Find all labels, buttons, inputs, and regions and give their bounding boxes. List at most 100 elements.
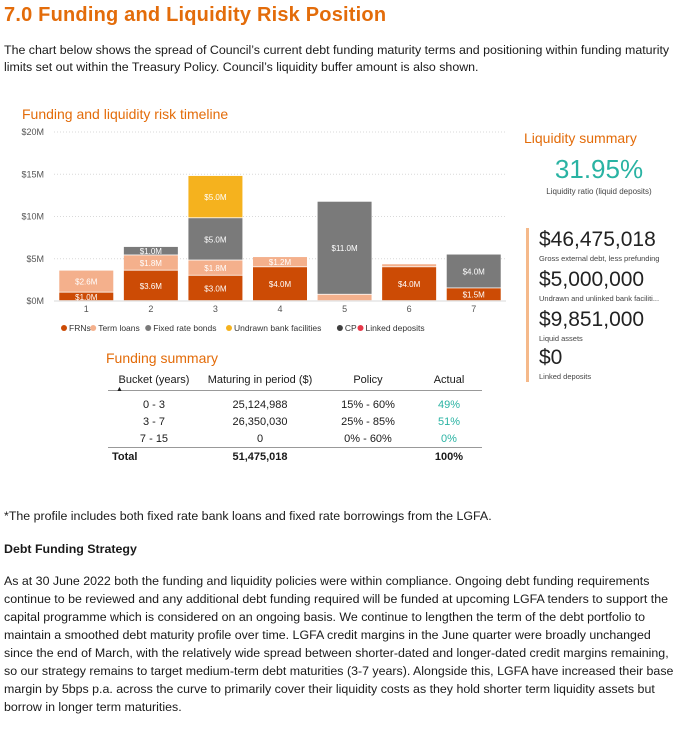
actual-cell: 0% <box>441 432 457 445</box>
bar-segment <box>253 257 307 267</box>
total-label: Total <box>108 447 200 465</box>
chart-title: Funding and liquidity risk timeline <box>22 106 229 122</box>
strategy-heading: Debt Funding Strategy <box>4 542 137 556</box>
undrawn-facilities-label: Undrawn and unlinked bank faciliti... <box>539 294 660 303</box>
bar-segment <box>446 288 501 301</box>
liquidity-figures: $46,475,018 Gross external debt, less pr… <box>526 228 679 382</box>
funding-summary-title: Funding summary <box>106 350 219 366</box>
bar-data-label: $11.0M <box>332 244 358 253</box>
legend-label: FRNs <box>69 323 91 333</box>
policy-cell: 15% - 60% <box>341 398 395 411</box>
total-policy <box>320 447 416 465</box>
bar-segment <box>188 260 243 275</box>
gross-debt-value: $46,475,018 <box>539 228 656 251</box>
policy-cell: 25% - 85% <box>341 415 395 428</box>
table-row: 3 - 7 26,350,030 25% - 85% 51% <box>108 413 482 430</box>
total-actual: 100% <box>416 447 482 465</box>
bar-data-label: $2.6M <box>75 278 98 287</box>
bar-segment <box>123 255 178 270</box>
liquidity-ratio-label: Liquidity ratio (liquid deposits) <box>546 187 652 196</box>
bar-segment <box>188 218 243 260</box>
header-maturing: Maturing in period ($) <box>200 370 320 391</box>
bar-data-label: $4.0M <box>398 280 421 289</box>
x-tick-label: 4 <box>277 304 282 314</box>
bar-segment <box>123 246 178 255</box>
table-row: 0 - 3 25,124,988 15% - 60% 49% <box>108 391 482 414</box>
undrawn-facilities-value: $5,000,000 <box>539 268 645 291</box>
y-tick-label: $10M <box>21 212 44 222</box>
liquid-assets-label: Liquid assets <box>539 334 583 343</box>
liquidity-summary-title: Liquidity summary <box>524 130 637 146</box>
bar-segment <box>382 267 437 301</box>
bar-data-label: $3.6M <box>140 282 163 291</box>
sort-up-icon[interactable]: ▲ <box>116 386 123 393</box>
legend-marker <box>226 325 232 331</box>
bar-data-label: $1.5M <box>463 291 486 300</box>
bucket-cell: 3 - 7 <box>142 415 165 428</box>
bar-segment <box>188 175 243 218</box>
liquid-assets-value: $9,851,000 <box>539 308 645 331</box>
legend-label: Term loans <box>98 323 140 333</box>
x-tick-label: 3 <box>213 304 218 314</box>
bar-data-label: $4.0M <box>269 280 292 289</box>
bar-segment <box>188 275 243 301</box>
legend-marker <box>336 325 343 331</box>
bar-segment <box>59 292 114 301</box>
legend-label: Linked deposits <box>366 323 425 333</box>
bar-data-label: $3.0M <box>204 284 227 293</box>
bar-data-label: $1.0M <box>140 247 163 256</box>
header-actual: Actual <box>416 370 482 391</box>
bar-data-label: $1.0M <box>75 293 98 302</box>
liquidity-ratio-value: 31.95% <box>554 154 644 184</box>
gross-debt-label: Gross external debt, less prefunding <box>539 254 660 263</box>
section-heading: 7.0 Funding and Liquidity Risk Position <box>4 4 387 26</box>
legend-marker <box>90 325 97 331</box>
header-policy: Policy <box>320 370 416 391</box>
table-row: 7 - 15 0 0% - 60% 0% <box>108 430 482 448</box>
actual-cell: 49% <box>437 398 461 411</box>
bar-segment <box>253 267 307 301</box>
x-tick-label: 7 <box>471 304 476 314</box>
bar-data-label: $5.0M <box>204 235 227 244</box>
bar-segment <box>317 294 372 301</box>
funding-summary-table: Bucket (years) Maturing in period ($) Po… <box>108 370 482 465</box>
linked-deposits-label: Linked deposits <box>539 372 592 381</box>
bar-data-label: $1.8M <box>140 259 163 268</box>
bar-segment <box>446 254 501 288</box>
bar-segment <box>317 201 372 294</box>
bar-segment <box>123 270 178 301</box>
footnote: *The profile includes both fixed rate ba… <box>4 509 492 523</box>
maturing-cell: 26,350,030 <box>232 415 288 428</box>
y-tick-label: $0M <box>26 296 44 306</box>
funding-timeline-chart: $20M $15M $10M $5M $0M $1.0M $2.6M 1 $3.6M $1.8M $… <box>21 127 506 333</box>
x-tick-label: 5 <box>342 304 347 314</box>
legend-marker <box>61 325 67 331</box>
bar-segment <box>382 264 437 267</box>
bar-data-label: $4.0M <box>463 267 486 276</box>
bar-data-label: $5.0M <box>204 193 227 202</box>
legend-label: Undrawn bank facilities <box>234 323 321 333</box>
strategy-body: As at 30 June 2022 both the funding and … <box>4 574 674 714</box>
x-tick-label: 6 <box>407 304 412 314</box>
total-row: Total 51,475,018 100% <box>108 447 482 465</box>
header-bucket[interactable]: Bucket (years) <box>108 370 200 391</box>
x-tick-label: 1 <box>84 304 89 314</box>
bucket-cell: 0 - 3 <box>142 398 165 411</box>
linked-deposits-value: $0 <box>539 346 563 369</box>
bar-segment <box>59 270 114 292</box>
bucket-cell: 7 - 15 <box>139 432 169 445</box>
legend-label: Fixed rate bonds <box>153 323 216 333</box>
maturing-cell: 0 <box>256 432 264 445</box>
x-tick-label: 2 <box>148 304 153 314</box>
legend-label: CP <box>345 323 357 333</box>
maturing-cell: 25,124,988 <box>232 398 288 411</box>
bar-data-label: $1.8M <box>204 264 227 273</box>
y-tick-label: $20M <box>21 127 44 137</box>
y-tick-label: $5M <box>26 254 44 264</box>
legend-marker <box>145 325 152 331</box>
total-maturing: 51,475,018 <box>200 447 320 465</box>
policy-cell: 0% - 60% <box>344 432 392 445</box>
actual-cell: 51% <box>437 415 461 428</box>
legend-marker <box>357 325 364 331</box>
bar-data-label: $1.2M <box>269 258 292 267</box>
